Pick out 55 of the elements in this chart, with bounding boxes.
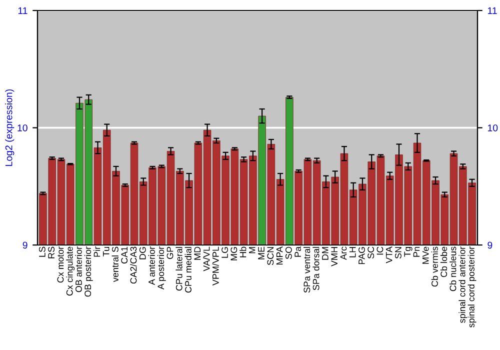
x-tick-label: Pir <box>94 246 100 257</box>
x-tick-label: MD <box>194 246 200 260</box>
x-tick-label: CA2/CA3 <box>130 246 137 284</box>
x-tick-label: SCN <box>267 247 274 266</box>
x-tick-label: MG <box>230 247 238 260</box>
x-tick-label: Cx cingulate <box>66 246 75 296</box>
x-tick-label: VMH <box>331 247 338 266</box>
x-tick-label: OB anterior <box>75 246 82 292</box>
y-tick-label: 10 <box>18 124 28 132</box>
x-tick-label: CPu lateral <box>176 246 182 291</box>
y-tick-label: 9 <box>22 242 28 249</box>
x-tick-label: SO <box>285 246 292 260</box>
x-tick-label: MPA <box>276 246 283 265</box>
x-tick-label: GP <box>166 246 174 259</box>
x-tick-label: Cb lobe <box>440 246 448 278</box>
x-tick-label: A posterior <box>157 246 166 290</box>
y-tick-label: 11 <box>18 7 28 14</box>
x-tick-label: Arc <box>340 246 347 260</box>
x-tick-label: Cb vermis <box>431 246 438 287</box>
x-tick-label: RS <box>48 246 55 258</box>
x-tick-label: LS <box>39 246 46 257</box>
x-tick-label: Cx motor <box>57 246 64 283</box>
y2-tick-label: 9 <box>488 242 492 249</box>
x-tick-label: ME <box>258 246 264 260</box>
x-tick-label: A anterior <box>148 246 155 286</box>
x-tick-label: SPa dorsal <box>312 246 320 290</box>
x-tick-label: VPM/VPL <box>212 246 219 286</box>
x-tick-label: spinal cord posterior <box>468 246 476 328</box>
y-axis-title: Log2 (expression) <box>5 89 14 166</box>
x-tick-label: ventral S <box>112 246 118 282</box>
x-tick-label: IC <box>376 246 384 255</box>
x-tick-label: PAG <box>358 247 365 264</box>
x-tick-label: Pn <box>413 246 420 257</box>
x-tick-label: VTA <box>386 246 392 264</box>
x-tick-label: LH <box>349 247 356 258</box>
x-tick-label: MVe <box>422 246 429 264</box>
x-tick-label: VA/VL <box>203 246 210 272</box>
x-tick-label: SPa ventral <box>304 246 310 293</box>
x-tick-label: CPu medial <box>184 246 192 293</box>
x-tick-label: Tg <box>404 246 412 257</box>
x-tick-label: DG <box>139 247 146 260</box>
x-tick-label: Cb nucleus <box>450 246 456 292</box>
x-tick-label: SC <box>368 246 374 259</box>
y2-tick-label: 11 <box>488 7 497 14</box>
x-tick-label: DM <box>322 247 328 260</box>
x-tick-label: spinal cord anterior <box>458 246 468 323</box>
y2-tick-label: 10 <box>488 124 498 132</box>
x-tick-label: Pa <box>294 246 301 257</box>
x-tick-label: LG <box>222 247 228 258</box>
x-tick-label: CA1 <box>121 246 128 264</box>
x-tick-label: M <box>249 247 256 254</box>
x-tick-label: Hb <box>240 246 246 258</box>
x-tick-label: Tu <box>103 246 110 256</box>
x-tick-label: OB posterior <box>84 246 93 297</box>
x-tick-label: SN <box>395 247 402 259</box>
